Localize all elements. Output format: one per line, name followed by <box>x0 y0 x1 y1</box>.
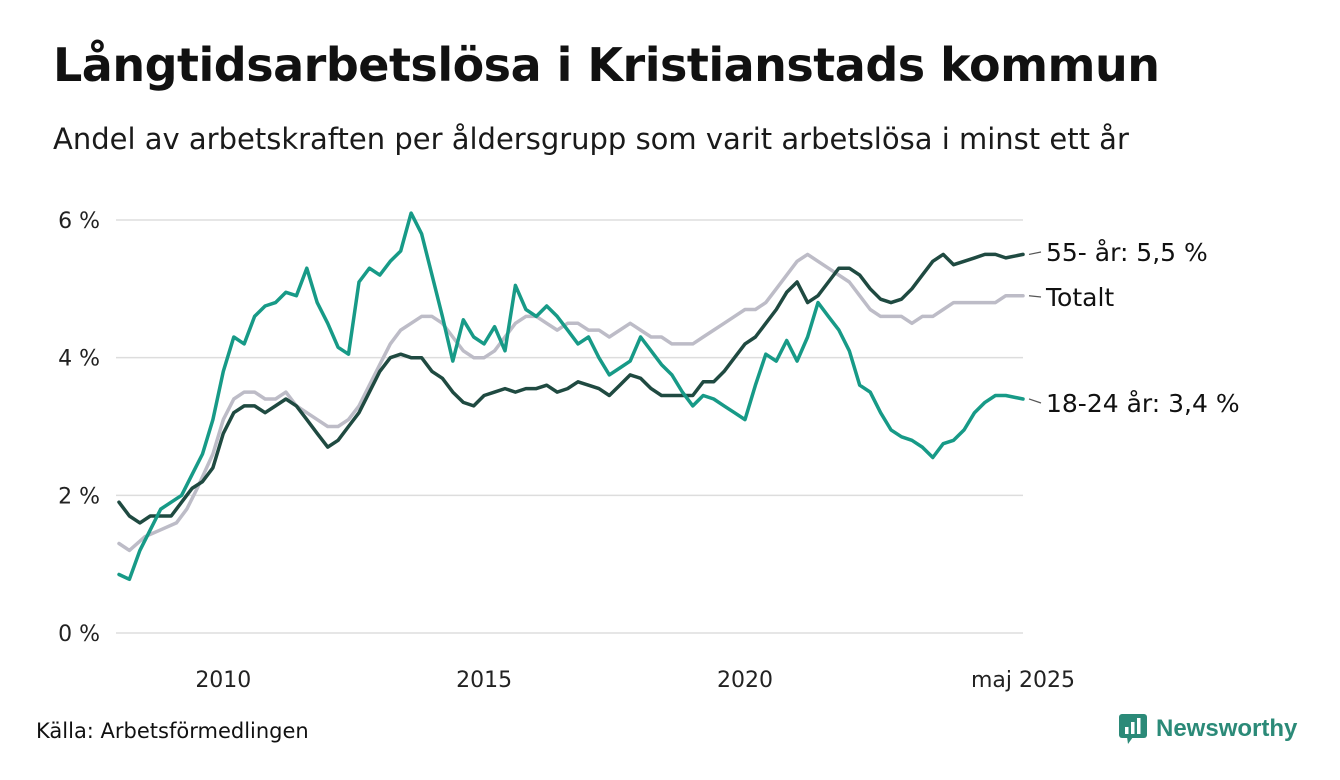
end-label-leader <box>1028 398 1042 404</box>
y-tick-label: 0 % <box>58 622 100 647</box>
end-label-age_55: 55- år: 5,5 % <box>1046 238 1208 267</box>
x-tick-label: maj 2025 <box>971 668 1075 693</box>
x-tick-label: 2020 <box>717 668 773 693</box>
x-tick-label: 2010 <box>195 668 251 693</box>
line-chart: 0 % 2 % 4 % 6 % 2010 2015 2020 maj 2025 Totalt… <box>58 209 1240 693</box>
newsworthy-logo[interactable]: Newsworthy <box>1118 712 1297 746</box>
series-line-total <box>117 252 1025 553</box>
y-tick-label: 6 % <box>58 209 100 234</box>
end-label-age_18_24: 18-24 år: 3,4 % <box>1046 389 1240 418</box>
y-axis-tick-labels: 0 % 2 % 4 % 6 % <box>58 209 100 647</box>
x-tick-label: 2015 <box>456 668 512 693</box>
series-line-age_18_24 <box>117 211 1025 582</box>
end-label-leader <box>1028 295 1042 298</box>
y-tick-label: 2 % <box>58 484 100 509</box>
end-label-total: Totalt <box>1045 283 1114 312</box>
y-tick-label: 4 % <box>58 347 100 372</box>
gridlines <box>116 219 1023 634</box>
series-end-labels: Totalt 55- år: 5,5 % 18-24 år: 3,4 % <box>1028 238 1240 418</box>
source-note: Källa: Arbetsförmedlingen <box>36 719 309 743</box>
chart-title: Långtidsarbetslösa i Kristianstads kommu… <box>53 38 1160 92</box>
chart-subtitle: Andel av arbetskraften per åldersgrupp s… <box>53 122 1129 156</box>
series-line-age_55 <box>117 252 1025 525</box>
series-lines <box>117 211 1025 582</box>
brand-name: Newsworthy <box>1156 715 1298 742</box>
end-label-leader <box>1028 251 1042 256</box>
x-axis-tick-labels: 2010 2015 2020 maj 2025 <box>195 668 1075 693</box>
newsworthy-chart-icon <box>1119 714 1147 744</box>
